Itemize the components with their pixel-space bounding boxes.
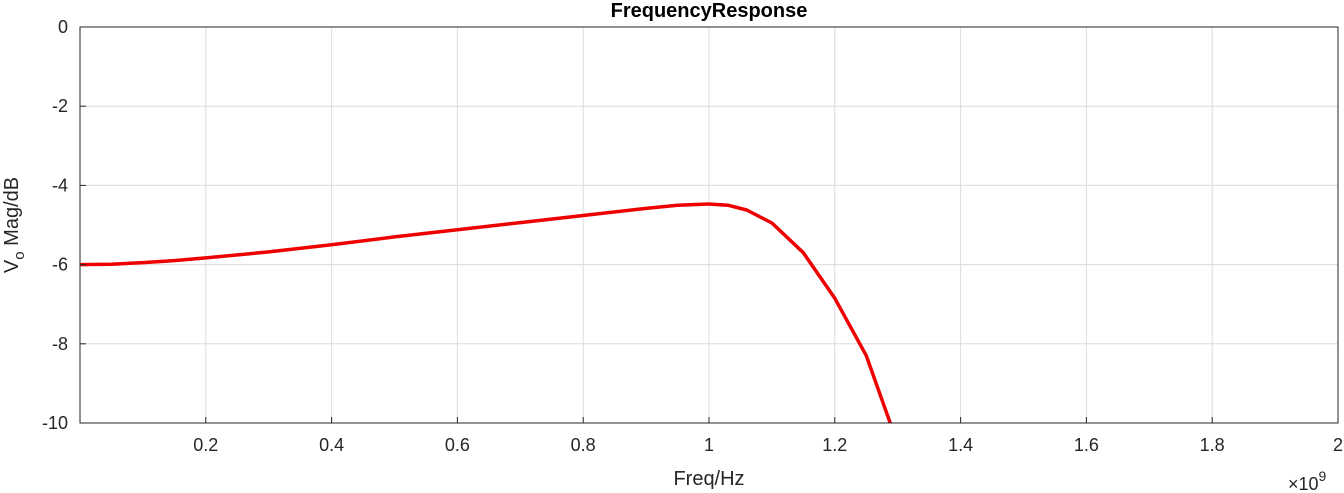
- y-tick-label: -6: [52, 255, 68, 275]
- x-tick-label: 1: [704, 435, 714, 455]
- x-tick-label: 0.4: [319, 435, 344, 455]
- grid-lines: [80, 26, 1339, 424]
- y-axis-label-main: V: [1, 259, 23, 273]
- series-layer: [80, 202, 892, 423]
- x-axis-label: Freq/Hz: [673, 468, 744, 490]
- x-tick-label: 1.8: [1200, 435, 1225, 455]
- y-tick-label: -8: [52, 334, 68, 354]
- x-axis-exponent: ×109: [1288, 468, 1327, 493]
- x-tick-label: 1.2: [822, 435, 847, 455]
- y-tick-label: -4: [52, 175, 68, 195]
- series-line: [80, 202, 892, 423]
- x-tick-label: 0.8: [571, 435, 596, 455]
- tick-labels: 0.2 0.4 0.6 0.8 1 1.2 1.4 1.6 1.8 2 0 -2 -4 -6 -8 -10: [42, 17, 1343, 455]
- x-exponent-power: 9: [1319, 468, 1327, 484]
- y-tick-label: -2: [52, 96, 68, 116]
- y-axis-label: Vo Mag/dB: [1, 177, 28, 273]
- x-exponent-base: ×10: [1288, 474, 1319, 493]
- y-axis-label-subscript: o: [11, 251, 28, 259]
- x-tick-label: 2: [1333, 435, 1343, 455]
- y-tick-label: 0: [58, 17, 68, 37]
- x-tick-label: 1.6: [1074, 435, 1099, 455]
- x-tick-label: 1.4: [948, 435, 973, 455]
- y-axis-label-unit: Mag/dB: [1, 177, 23, 251]
- x-tick-label: 0.2: [193, 435, 218, 455]
- x-tick-label: 0.6: [445, 435, 470, 455]
- y-tick-label: -10: [42, 413, 68, 433]
- chart-title: FrequencyResponse: [611, 0, 808, 22]
